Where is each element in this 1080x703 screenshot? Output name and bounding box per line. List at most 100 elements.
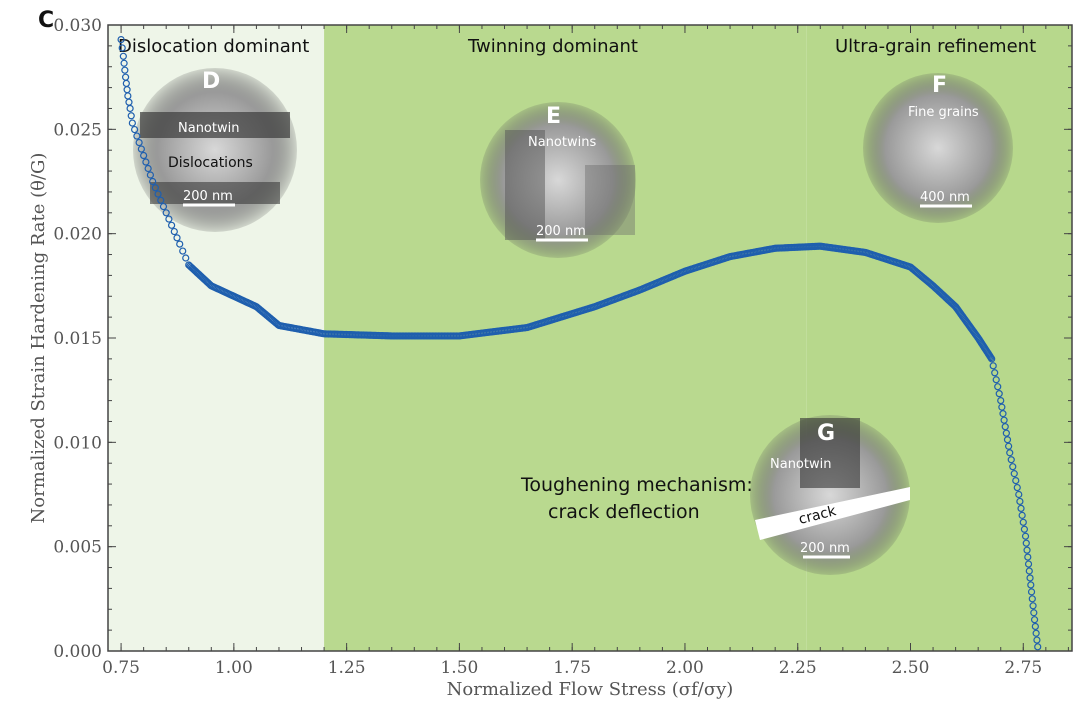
x-tick-label: 2.50 [892,658,930,678]
x-tick-label: 1.25 [328,658,366,678]
region-label-ultra-grain: Ultra-grain refinement [835,36,1036,57]
data-point [1024,553,1032,561]
inset-f-label-fine-grains: Fine grains [908,105,979,120]
data-point [154,190,162,198]
data-point [1027,588,1036,596]
data-points [117,36,1042,651]
data-point [127,112,135,120]
data-point [173,234,181,242]
x-tick-label: 1.50 [440,658,478,678]
y-tick-label: 0.025 [53,120,102,140]
axis-ticks: 0.75 1.00 1.25 1.50 1.75 2.00 2.25 2.50 2.75 0.00… [53,16,1072,678]
inset-d-letter: D [202,69,220,94]
data-point [1034,643,1042,651]
data-point [140,151,148,160]
data-point [162,209,170,217]
data-point [118,44,126,52]
data-point [1022,539,1030,547]
annotation-crack-deflection: crack deflection [548,501,700,523]
data-point [182,254,190,262]
data-point [121,66,129,74]
data-point [1033,636,1041,644]
data-point [131,125,139,134]
data-point [1012,476,1020,485]
data-point [1005,442,1013,450]
inset-d-label-nanotwin: Nanotwin [178,121,239,136]
data-point [170,227,178,236]
data-point [120,59,128,67]
data-point [157,196,165,204]
data-point [168,221,176,229]
data-point [165,215,173,223]
data-point [1003,436,1012,444]
y-tick-label: 0.015 [53,329,102,349]
data-point [1031,622,1039,631]
data-point [1017,504,1025,513]
y-tick-label: 0.000 [53,642,102,662]
data-point [997,397,1005,405]
x-tick-label: 2.25 [779,658,817,678]
data-point [135,138,143,147]
data-point [1023,546,1031,554]
data-point [1026,574,1034,582]
x-tick-label: 2.00 [666,658,704,678]
data-point [998,403,1006,411]
x-axis-label: Normalized Flow Stress (σf/σy) [447,679,734,700]
region-labels: Dislocation dominant Twinning dominant U… [118,36,1036,57]
data-point [988,355,996,363]
data-point [151,184,159,192]
data-point [995,390,1003,398]
inset-g-letter: G [817,421,835,446]
data-point [1015,490,1023,499]
inset-g-label-nanotwin: Nanotwin [770,457,831,472]
data-point [1024,560,1033,568]
inset-e-letter: E [546,104,561,129]
data-point [159,202,168,211]
data-point [1030,609,1038,617]
panel-label: C [38,8,54,33]
data-point [149,177,157,186]
data-point [179,247,187,255]
data-point [1019,518,1027,526]
data-point [126,104,134,113]
data-point [1016,497,1024,506]
inset-f-micrograph: F Fine grains 400 nm [863,73,1013,223]
data-point [117,36,125,44]
inset-d-scale: 200 nm [183,189,233,204]
data-point [1027,581,1035,589]
annotation-toughening: Toughening mechanism: [520,474,753,496]
data-point [1025,567,1033,575]
y-tick-label: 0.005 [53,538,102,558]
data-point [1013,483,1021,492]
inset-e-scale: 200 nm [536,224,586,239]
data-point [133,132,141,140]
data-point [1018,511,1026,519]
data-point [1028,595,1036,603]
y-tick-label: 0.030 [53,16,102,36]
y-axis-label: Normalized Strain Hardening Rate (θ/G) [28,153,49,524]
data-point [992,376,1000,384]
data-point [1032,629,1040,637]
inset-g-scale: 200 nm [800,541,850,556]
inset-f-scale: 400 nm [920,190,970,205]
data-point [146,171,155,179]
x-tick-label: 1.00 [215,658,253,678]
data-point [176,240,184,248]
region-label-twinning: Twinning dominant [467,36,638,57]
data-point [137,145,145,153]
inset-d-micrograph: D Nanotwin Dislocations 200 nm [133,68,297,232]
data-point [1007,456,1015,464]
data-point [144,164,152,173]
data-point [1006,449,1014,457]
data-point [1029,602,1037,610]
region-label-dislocation: Dislocation dominant [118,36,309,57]
x-tick-label: 2.75 [1004,658,1042,678]
data-point [1030,616,1039,624]
data-point [994,383,1002,391]
data-point [1009,463,1017,471]
inset-e-label-nanotwins: Nanotwins [528,135,596,150]
data-point [1021,532,1030,540]
data-point [991,369,999,377]
inset-f-letter: F [932,73,947,98]
